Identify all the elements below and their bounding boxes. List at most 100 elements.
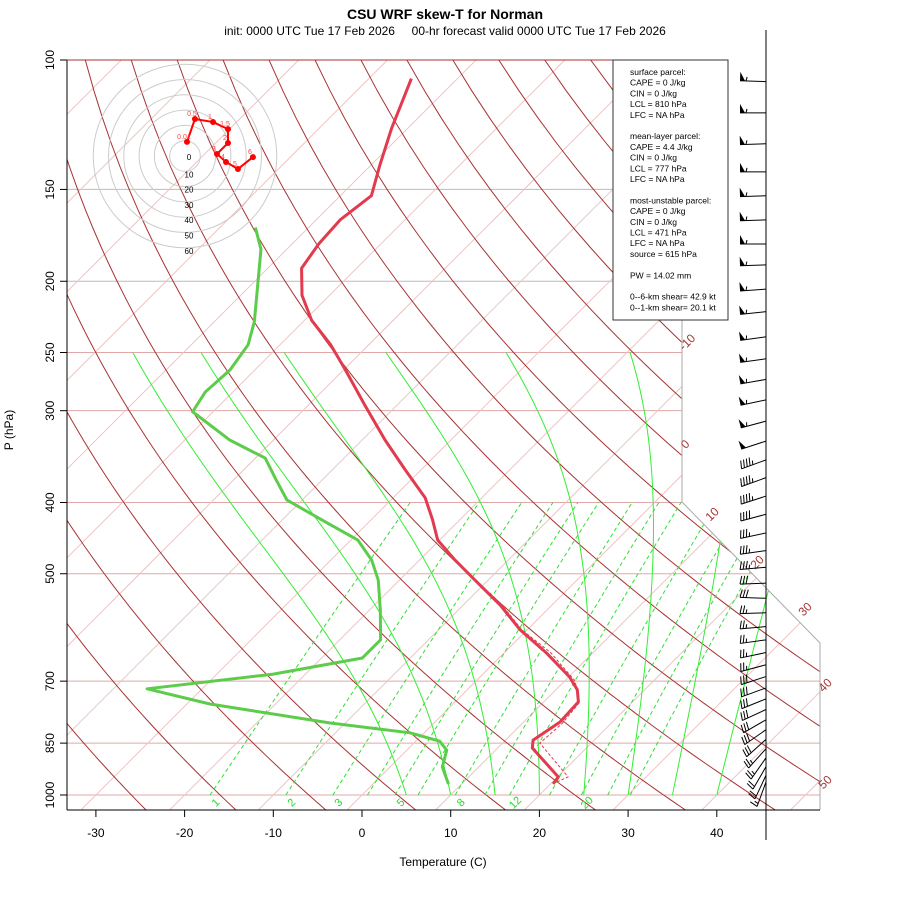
stats-line: LCL = 810 hPa	[630, 99, 687, 109]
isotherm	[67, 60, 582, 810]
wind-barb-full	[743, 711, 746, 720]
hodograph-point-label: 6	[248, 149, 252, 156]
y-tick-label: 150	[43, 179, 57, 199]
wind-barb-staff	[740, 288, 767, 292]
wind-barb	[740, 662, 767, 672]
wind-barb-full	[745, 545, 748, 554]
y-tick-label: 850	[43, 733, 57, 753]
wind-barb	[739, 281, 767, 292]
y-tick-label: 200	[43, 271, 57, 291]
wind-barb-full	[743, 699, 746, 708]
y-tick-label: 100	[43, 50, 57, 70]
wind-barb-full	[747, 770, 754, 777]
dry-adiabat	[176, 60, 820, 810]
stats-line: CIN = 0 J/kg	[630, 217, 677, 227]
wind-barb	[739, 71, 767, 83]
wind-barb-staff	[741, 687, 767, 698]
isotherm	[789, 60, 820, 810]
stats-line: source = 615 hPa	[630, 249, 697, 259]
chart-title: CSU WRF skew-T for Norman	[346, 6, 543, 22]
wind-barb	[739, 256, 767, 267]
dry-adiabat	[820, 60, 900, 811]
dry-adiabat	[222, 60, 820, 810]
wind-barb	[740, 698, 767, 710]
wind-barb-flag	[739, 211, 746, 221]
isotherm	[612, 60, 820, 810]
wind-barb-flag	[739, 305, 746, 315]
wind-barb-staff	[740, 532, 767, 539]
wind-barb-staff	[750, 757, 767, 780]
isotherm	[879, 44, 900, 811]
wind-barb-flag	[738, 419, 746, 428]
dry-adiabat	[84, 60, 687, 810]
wind-barb-full	[742, 575, 746, 585]
stats-line: CAPE = 0 J/kg	[630, 206, 686, 216]
stats-line: surface parcel:	[630, 67, 686, 77]
stats-line: CAPE = 0 J/kg	[630, 78, 686, 88]
wind-barb	[740, 457, 767, 470]
isotherm	[67, 60, 405, 810]
isotherm	[79, 60, 820, 810]
wind-barb	[739, 634, 767, 644]
wind-barb-half	[749, 759, 754, 764]
hodograph-point	[224, 139, 231, 146]
hodograph-ring-label: 30	[185, 201, 194, 210]
wind-barb-flag	[740, 162, 745, 172]
stats-line: LCL = 777 hPa	[630, 163, 687, 173]
hodograph-point	[183, 138, 190, 145]
wind-barb-full	[745, 674, 748, 683]
x-tick-label: -30	[87, 826, 105, 840]
wind-barb	[745, 757, 767, 780]
chart-subtitle: init: 0000 UTC Tue 17 Feb 2026 00-hr for…	[224, 24, 666, 38]
mixing-ratio-line	[549, 502, 718, 796]
y-tick-label: 500	[43, 563, 57, 583]
wind-barb-staff	[741, 676, 767, 686]
hodograph-point	[224, 126, 231, 133]
dry-adiabat	[67, 60, 237, 810]
wind-barb-full	[741, 736, 746, 745]
x-tick-label: -20	[176, 826, 194, 840]
stats-line: LFC = NA hPa	[630, 238, 685, 248]
wind-barb	[739, 331, 767, 341]
wind-barb	[738, 375, 767, 385]
wind-barb-staff	[740, 639, 767, 644]
dewpoint-line	[145, 227, 450, 785]
hodograph-ring	[123, 94, 247, 218]
wind-barb-full	[739, 589, 743, 598]
mixing-ratio-label: 1	[210, 797, 223, 810]
wind-barb	[740, 719, 767, 734]
wind-barb-half	[745, 108, 748, 113]
wind-barb-flag	[740, 103, 745, 113]
hodograph-ring-label: 10	[185, 170, 194, 179]
stats-box-frame	[612, 59, 729, 321]
x-tick-label: 20	[533, 826, 547, 840]
wind-barb	[739, 560, 767, 571]
wind-barb-half	[745, 609, 748, 614]
dry-adiabat	[67, 60, 597, 810]
wind-barb-half	[754, 800, 759, 804]
dry-adiabat	[866, 60, 900, 811]
moist-adiabat	[283, 352, 496, 796]
wind-barb-full	[743, 760, 750, 769]
isotherm	[523, 60, 820, 810]
isotherm	[700, 60, 820, 810]
hodograph-ring	[138, 109, 232, 203]
x-tick-label: 30	[621, 826, 635, 840]
wind-barb-staff	[740, 626, 767, 630]
wind-barb-staff	[741, 459, 767, 470]
wind-barb-full	[740, 712, 743, 721]
wind-barb	[739, 620, 767, 630]
isotherm	[257, 60, 820, 810]
isotherm-label: 30	[795, 599, 815, 619]
dry-adiabat	[774, 60, 820, 810]
wind-barb-staff	[739, 264, 767, 267]
mixing-ratio-label: 3	[332, 797, 345, 810]
dry-adiabat	[67, 60, 147, 810]
wind-barb-full	[745, 476, 748, 485]
wind-barb-full	[745, 758, 752, 767]
wind-barb	[738, 440, 767, 450]
isotherm	[67, 60, 227, 810]
isotherm	[67, 60, 671, 810]
